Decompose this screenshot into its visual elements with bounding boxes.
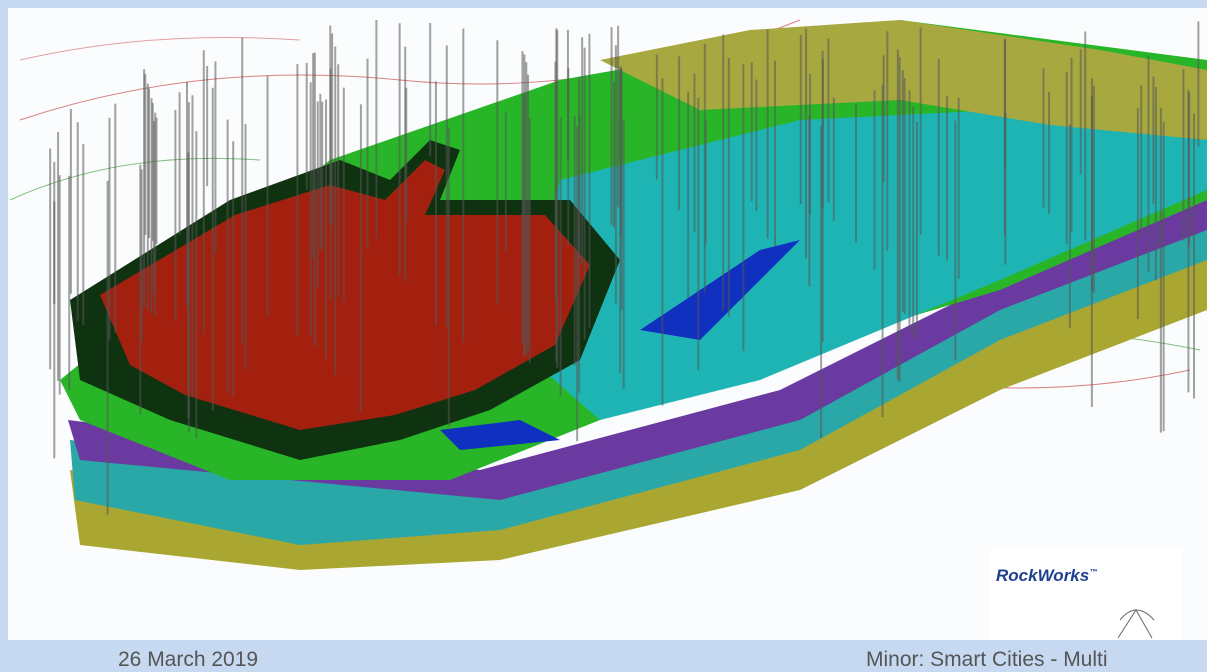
layer	[68, 200, 1207, 500]
layer	[100, 160, 590, 430]
logo-name: RockWorks	[996, 566, 1090, 585]
layer	[70, 220, 1207, 545]
logo-box	[990, 548, 1182, 640]
logo: RockWorks™	[996, 566, 1097, 586]
footer-title: Minor: Smart Cities - Multi	[866, 648, 1108, 671]
layer	[70, 250, 1207, 570]
contour	[9, 157, 261, 201]
layer	[640, 240, 800, 340]
layer	[440, 420, 560, 450]
logo-mark: ™	[1089, 567, 1098, 577]
layer	[520, 110, 1207, 420]
contour	[19, 37, 301, 61]
footer-date: 26 March 2019	[118, 648, 259, 671]
logo-icon	[1117, 609, 1155, 639]
logo-arc	[1117, 609, 1155, 639]
wells	[49, 20, 1200, 515]
